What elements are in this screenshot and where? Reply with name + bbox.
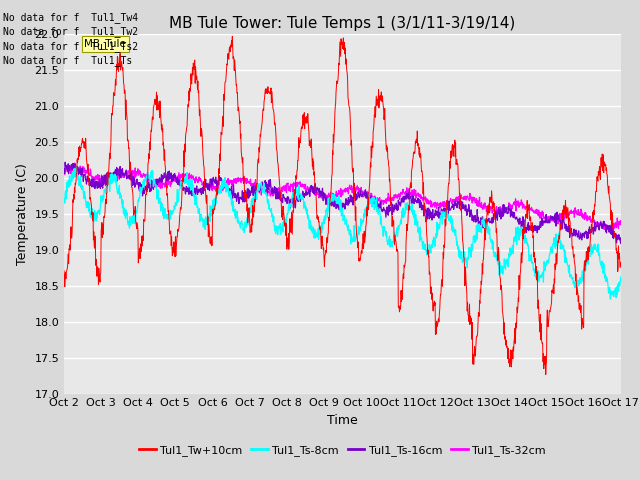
Text: No data for f  Tul1_Tw2: No data for f Tul1_Tw2	[3, 26, 138, 37]
Text: MB_Tule: MB_Tule	[84, 38, 126, 49]
X-axis label: Time: Time	[327, 414, 358, 427]
Text: No data for f  Tul1_Tw4: No data for f Tul1_Tw4	[3, 12, 138, 23]
Legend: Tul1_Tw+10cm, Tul1_Ts-8cm, Tul1_Ts-16cm, Tul1_Ts-32cm: Tul1_Tw+10cm, Tul1_Ts-8cm, Tul1_Ts-16cm,…	[134, 440, 550, 460]
Text: No data for f  Tul1_Ts2: No data for f Tul1_Ts2	[3, 41, 138, 52]
Text: No data for f  Tul1_Ts: No data for f Tul1_Ts	[3, 55, 132, 66]
Title: MB Tule Tower: Tule Temps 1 (3/1/11-3/19/14): MB Tule Tower: Tule Temps 1 (3/1/11-3/19…	[169, 16, 516, 31]
Y-axis label: Temperature (C): Temperature (C)	[16, 163, 29, 264]
